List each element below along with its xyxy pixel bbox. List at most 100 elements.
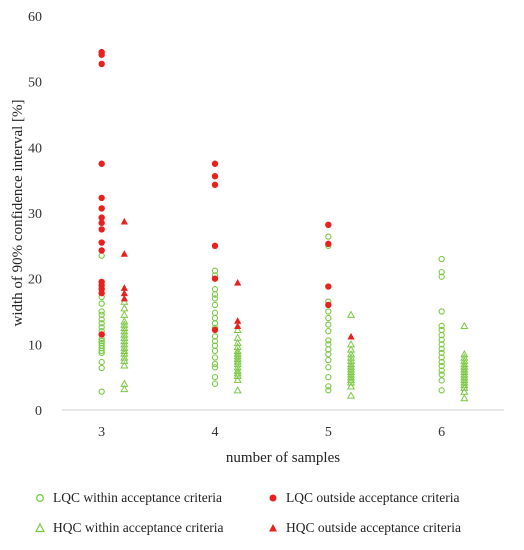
hqc-within-point: [233, 375, 242, 383]
hqc-within-point: [346, 345, 356, 353]
hqc-within-point: [346, 349, 356, 358]
hqc-within-point: [120, 310, 129, 318]
legend-label: LQC outside acceptance criteria: [286, 490, 460, 505]
lqc-within-point: [325, 383, 332, 390]
lqc-within-point: [211, 364, 219, 371]
hqc-within-point: [233, 342, 242, 351]
lqc-outside-point: [211, 326, 219, 334]
legend-item-hqc-outside: HQC outside acceptance criteria: [266, 520, 461, 536]
hqc-outside-point: [120, 284, 128, 291]
y-axis-label: width of 90% confidence interval [%]: [10, 100, 26, 327]
legend-item-lqc-outside: LQC outside acceptance criteria: [266, 490, 460, 506]
hqc-within-point: [233, 325, 242, 333]
lqc-within-point: [98, 358, 105, 366]
hqc-within-point: [120, 353, 129, 361]
lqc-outside-point: [211, 275, 219, 282]
lqc-within-point: [98, 320, 105, 327]
y-tick-label: 0: [35, 404, 42, 419]
lqc-within-point: [438, 349, 445, 357]
lqc-within-point: [98, 349, 105, 357]
lqc-within-point: [98, 308, 105, 315]
lqc-within-point: [438, 336, 445, 343]
y-axis-ticks: 0 10 20 30 40 50 60: [28, 10, 42, 419]
hqc-within-point: [346, 391, 356, 399]
lqc-within-point: [211, 295, 219, 302]
lqc-within-point: [98, 316, 105, 323]
lqc-within-point: [438, 326, 445, 334]
scatter-chart: 0 10 20 30 40 50 60 3 4 5 6 number of samples wid…: [10, 10, 504, 466]
hqc-within-point: [233, 386, 242, 394]
y-tick-label: 20: [28, 273, 42, 288]
lqc-within-point: [98, 339, 105, 347]
hqc-within-point: [346, 310, 356, 318]
lqc-within-point: [325, 364, 332, 371]
lqc-outside-point: [98, 60, 105, 68]
lqc-within-point: [325, 233, 332, 240]
x-axis-label: number of samples: [226, 450, 340, 466]
lqc-within-point: [98, 388, 105, 395]
lqc-within-point: [98, 364, 105, 372]
legend-label: HQC within acceptance criteria: [53, 520, 224, 535]
hqc-outside-point: [120, 250, 128, 257]
triangle-open-icon: [35, 522, 45, 533]
lqc-within-point: [438, 367, 445, 374]
hqc-within-point: [460, 349, 469, 358]
hqc-within-point: [233, 333, 242, 341]
hqc-outside-point: [234, 279, 242, 286]
triangle-filled-icon: [269, 524, 277, 532]
lqc-within-point: [211, 333, 219, 340]
lqc-within-point: [211, 374, 219, 381]
lqc-within-point: [211, 342, 219, 349]
lqc-within-point: [438, 268, 445, 276]
lqc-outside-point: [98, 194, 105, 202]
legend-item-hqc-within: HQC within acceptance criteria: [33, 520, 224, 536]
hqc-within-point: [233, 338, 242, 347]
lqc-outside-point: [98, 160, 105, 167]
lqc-within-point: [325, 308, 332, 315]
lqc-within-point: [211, 267, 219, 274]
legend-label: HQC outside acceptance criteria: [286, 520, 462, 535]
lqc-within-point: [98, 337, 105, 345]
lqc-within-point: [325, 374, 332, 381]
lqc-within-point: [98, 311, 105, 318]
x-tick-label: 6: [438, 425, 445, 440]
hqc-within-point: [120, 361, 129, 369]
circle-filled-icon: [269, 494, 277, 502]
lqc-within-point: [98, 252, 105, 259]
circle-open-icon: [36, 494, 44, 502]
lqc-within-point: [438, 308, 445, 315]
lqc-within-point: [211, 360, 219, 368]
data-points: [98, 48, 469, 402]
lqc-within-point: [325, 387, 332, 394]
hqc-within-point: [460, 321, 469, 330]
hqc-outside-point: [120, 294, 128, 302]
lqc-outside-point: [325, 221, 332, 229]
x-axis-ticks: 3 4 5 6: [98, 425, 445, 440]
lqc-outside-point: [98, 331, 105, 338]
lqc-within-point: [325, 314, 332, 322]
lqc-within-point: [98, 324, 105, 331]
lqc-outside-point: [98, 239, 105, 246]
lqc-outside-point: [98, 226, 105, 233]
lqc-within-point: [438, 255, 445, 263]
lqc-within-point: [438, 371, 445, 378]
lqc-within-point: [438, 341, 445, 348]
hqc-outside-point: [120, 289, 128, 297]
hqc-within-point: [120, 379, 129, 387]
hqc-outside-point: [120, 217, 128, 225]
lqc-outside-point: [211, 160, 219, 167]
lqc-outside-point: [98, 205, 105, 212]
lqc-outside-point: [98, 278, 105, 286]
lqc-within-point: [211, 354, 219, 361]
hqc-within-point: [346, 382, 356, 390]
lqc-outside-point: [98, 219, 105, 227]
lqc-outside-point: [211, 242, 219, 250]
hqc-within-point: [346, 340, 356, 348]
hqc-within-point: [460, 387, 469, 395]
lqc-within-point: [211, 301, 219, 309]
x-tick-label: 4: [212, 425, 219, 440]
lqc-within-point: [211, 337, 219, 345]
lqc-within-point: [211, 309, 219, 316]
lqc-outside-point: [98, 214, 105, 221]
lqc-outside-point: [325, 283, 332, 290]
